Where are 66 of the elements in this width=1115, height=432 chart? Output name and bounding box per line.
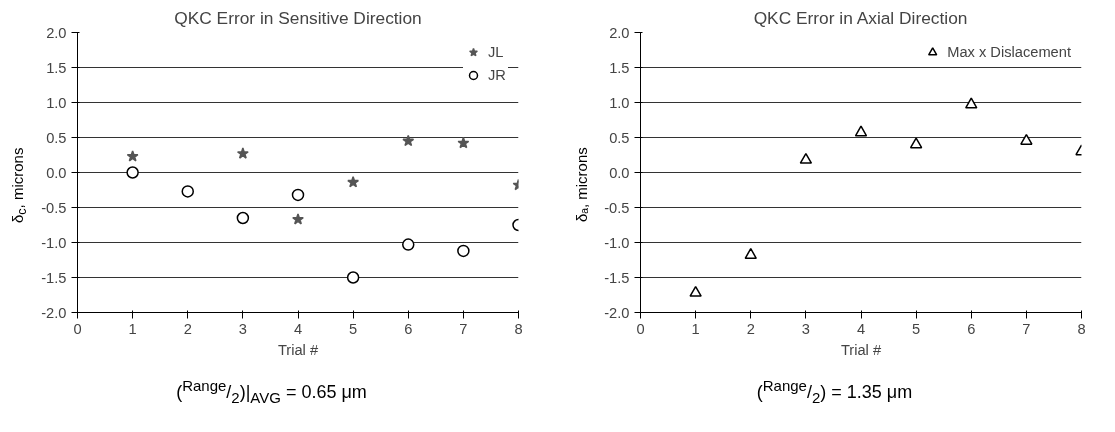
point bbox=[457, 244, 470, 258]
legend-label: Max x Dislacement bbox=[947, 44, 1071, 60]
y-tick-label: 1.0 bbox=[609, 94, 630, 111]
y-tick-label: 0.0 bbox=[46, 164, 67, 181]
y-tick-label: 1.0 bbox=[46, 94, 67, 111]
point bbox=[909, 137, 923, 149]
x-tick-label: 3 bbox=[238, 320, 247, 337]
point bbox=[126, 166, 139, 179]
x-tick-label: 4 bbox=[293, 320, 303, 337]
y-tick-label: -1.0 bbox=[604, 234, 630, 251]
y-tick-label: 1.5 bbox=[46, 59, 67, 76]
point bbox=[854, 125, 868, 137]
y-tick-label: 0.0 bbox=[609, 164, 630, 181]
x-tick-label: 6 bbox=[967, 320, 976, 337]
y-tick-label: -1.0 bbox=[41, 234, 67, 251]
x-tick-label: 5 bbox=[349, 320, 358, 337]
x-axis-title: Trial # bbox=[840, 341, 882, 358]
y-tick-label: -0.5 bbox=[41, 199, 67, 216]
x-tick-label: 2 bbox=[746, 320, 755, 337]
x-tick-label: 1 bbox=[691, 320, 700, 337]
point bbox=[1020, 133, 1033, 145]
x-tick-label: 7 bbox=[1022, 320, 1031, 337]
x-tick-label: 6 bbox=[404, 320, 413, 337]
legend-label: JR bbox=[488, 67, 507, 83]
x-tick-label: 1 bbox=[128, 320, 137, 337]
point bbox=[291, 188, 305, 202]
x-axis-title: Trial # bbox=[277, 341, 319, 358]
chart-title: QKC Error in Sensitive Direction bbox=[174, 7, 422, 28]
x-tick-label: 2 bbox=[183, 320, 192, 337]
x-tick-label: 3 bbox=[801, 320, 810, 337]
point bbox=[346, 271, 360, 284]
point bbox=[236, 211, 250, 225]
point bbox=[236, 147, 249, 159]
x-tick-label: 0 bbox=[636, 320, 645, 337]
y-tick-label: 2.0 bbox=[609, 24, 630, 41]
x-tick-label: 5 bbox=[912, 320, 921, 337]
y-tick-label: 1.5 bbox=[609, 59, 630, 76]
text: ($^{Range}$/$_{2}$)|$_{AVG}$ = 0.65 μm bbox=[176, 376, 367, 408]
x-tick-label: 7 bbox=[459, 320, 468, 337]
point bbox=[457, 136, 470, 149]
point bbox=[181, 185, 194, 198]
y-tick-label: -2.0 bbox=[604, 304, 630, 321]
y-tick-label: 0.5 bbox=[46, 129, 67, 146]
y-tick-label: -1.5 bbox=[41, 269, 67, 286]
x-tick-label: 8 bbox=[514, 320, 523, 337]
point bbox=[965, 97, 978, 109]
y-tick-label: -1.5 bbox=[604, 269, 630, 286]
point bbox=[292, 213, 304, 225]
y-axis-title: δₐ, microns bbox=[572, 147, 592, 223]
point bbox=[799, 152, 813, 164]
y-tick-label: 0.5 bbox=[609, 129, 630, 146]
y-tick-label: 2.0 bbox=[46, 24, 67, 41]
point bbox=[126, 150, 139, 162]
x-tick-label: 8 bbox=[1077, 320, 1086, 337]
legend-label: JL bbox=[488, 44, 505, 60]
point bbox=[347, 176, 360, 188]
point bbox=[402, 134, 415, 147]
y-tick-label: -0.5 bbox=[604, 199, 630, 216]
point bbox=[744, 248, 757, 260]
x-tick-label: 4 bbox=[856, 320, 866, 337]
text: ($^{Range}$/$_{2}$) = 1.35 μm bbox=[756, 376, 913, 408]
chart-title: QKC Error in Axial Direction bbox=[753, 7, 968, 28]
y-tick-label: -2.0 bbox=[41, 304, 67, 321]
x-tick-label: 0 bbox=[73, 320, 82, 337]
point bbox=[402, 238, 415, 251]
point bbox=[689, 285, 702, 297]
